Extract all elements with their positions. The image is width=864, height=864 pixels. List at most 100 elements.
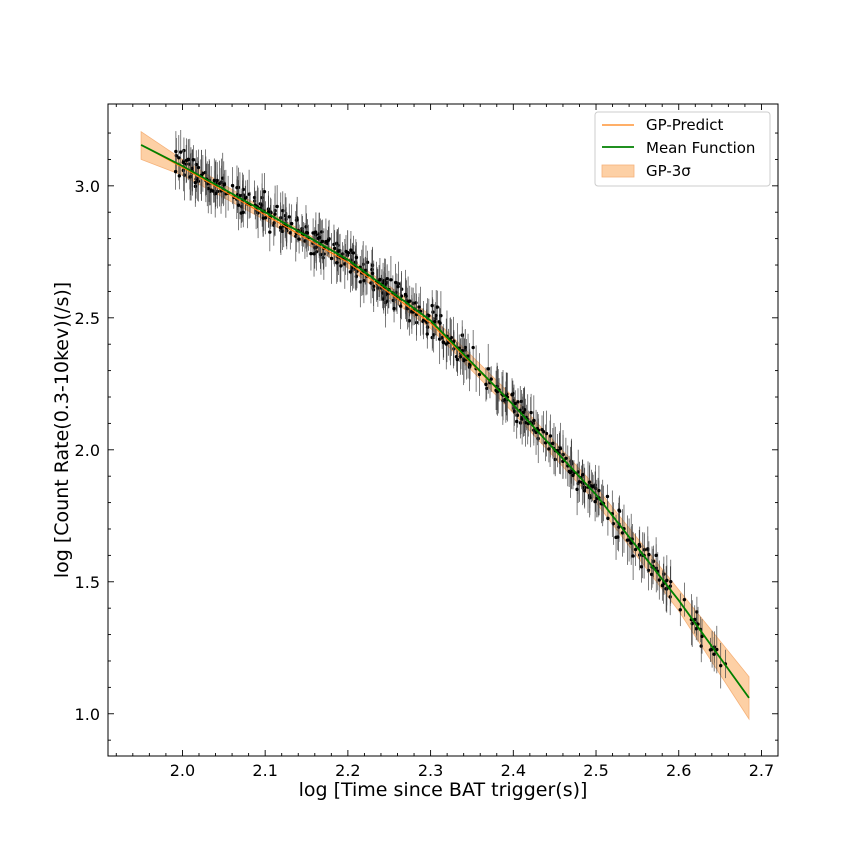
data-point bbox=[520, 393, 524, 445]
data-point bbox=[370, 248, 375, 299]
data-marker bbox=[261, 216, 266, 220]
data-marker bbox=[191, 158, 196, 162]
data-marker bbox=[700, 634, 704, 639]
data-point bbox=[261, 199, 266, 237]
data-marker bbox=[365, 260, 370, 265]
legend-gp-3sigma-label: GP-3σ bbox=[646, 162, 691, 180]
x-tick-label: 2.1 bbox=[252, 761, 277, 780]
data-marker bbox=[241, 187, 245, 192]
data-marker bbox=[580, 473, 585, 477]
data-point bbox=[712, 637, 716, 672]
data-marker bbox=[314, 250, 319, 254]
data-point bbox=[625, 515, 630, 565]
data-marker bbox=[287, 215, 291, 219]
data-marker bbox=[577, 480, 582, 484]
data-point bbox=[639, 550, 644, 583]
data-point bbox=[430, 290, 434, 322]
data-marker bbox=[362, 279, 366, 283]
data-marker bbox=[177, 174, 182, 178]
data-marker bbox=[222, 182, 227, 187]
data-marker bbox=[396, 282, 401, 286]
data-marker bbox=[587, 480, 592, 484]
data-point bbox=[547, 435, 551, 463]
data-marker bbox=[719, 663, 723, 668]
data-marker bbox=[433, 319, 437, 324]
data-marker bbox=[682, 597, 687, 602]
data-marker bbox=[184, 162, 188, 166]
data-marker bbox=[625, 538, 630, 542]
data-point bbox=[719, 642, 723, 689]
y-tick-label: 1.5 bbox=[75, 573, 100, 592]
data-point bbox=[495, 378, 499, 405]
data-marker bbox=[629, 541, 633, 545]
data-marker bbox=[213, 191, 218, 196]
data-point bbox=[620, 509, 625, 557]
data-marker bbox=[392, 306, 396, 311]
y-tick-label: 1.0 bbox=[75, 705, 100, 724]
data-marker bbox=[173, 169, 178, 174]
data-marker bbox=[425, 332, 429, 336]
data-point bbox=[354, 242, 359, 273]
legend: GP-Predict Mean Function GP-3σ bbox=[594, 111, 771, 187]
data-point bbox=[593, 482, 597, 522]
data-point bbox=[564, 437, 568, 479]
data-point bbox=[540, 415, 544, 444]
data-marker bbox=[471, 345, 475, 350]
data-point bbox=[433, 304, 437, 340]
data-marker bbox=[660, 583, 665, 588]
data-point bbox=[191, 145, 196, 175]
data-marker bbox=[349, 248, 353, 252]
data-marker bbox=[174, 153, 179, 158]
x-tick-label: 2.2 bbox=[335, 761, 360, 780]
data-marker bbox=[669, 579, 673, 584]
data-marker bbox=[646, 568, 651, 572]
data-marker bbox=[631, 554, 635, 558]
x-tick-label: 2.3 bbox=[418, 761, 443, 780]
data-marker bbox=[523, 420, 528, 425]
data-point bbox=[435, 290, 439, 324]
legend-mean-function-label: Mean Function bbox=[646, 139, 755, 157]
data-marker bbox=[243, 196, 247, 200]
y-tick-label: 3.0 bbox=[75, 177, 100, 196]
data-marker bbox=[522, 408, 527, 412]
data-marker bbox=[455, 357, 460, 362]
data-marker bbox=[463, 345, 467, 350]
data-marker bbox=[288, 231, 292, 235]
data-marker bbox=[279, 226, 283, 230]
data-point bbox=[631, 531, 635, 580]
data-marker bbox=[370, 271, 375, 276]
data-marker bbox=[236, 203, 241, 207]
data-point bbox=[403, 269, 408, 320]
data-point bbox=[309, 236, 313, 271]
data-point bbox=[222, 170, 227, 199]
data-point bbox=[694, 617, 698, 641]
curve-layer bbox=[140, 144, 750, 699]
data-marker bbox=[593, 499, 597, 504]
data-point bbox=[326, 226, 331, 255]
data-point bbox=[580, 459, 585, 490]
data-point bbox=[312, 230, 316, 277]
data-point bbox=[515, 404, 519, 439]
data-marker bbox=[345, 250, 350, 255]
data-marker bbox=[647, 552, 651, 557]
data-point bbox=[193, 158, 197, 207]
data-marker bbox=[339, 264, 343, 268]
data-marker bbox=[335, 261, 339, 265]
data-point bbox=[173, 153, 178, 190]
data-marker bbox=[370, 267, 374, 272]
x-tick-label: 2.4 bbox=[501, 761, 526, 780]
data-point bbox=[329, 233, 334, 284]
data-point bbox=[177, 135, 181, 181]
data-marker bbox=[665, 578, 669, 583]
data-point bbox=[489, 366, 493, 392]
data-marker bbox=[354, 255, 359, 260]
data-marker bbox=[294, 234, 298, 238]
data-point bbox=[617, 497, 621, 523]
x-tick-label: 2.5 bbox=[583, 761, 608, 780]
data-point bbox=[408, 285, 412, 317]
data-marker bbox=[515, 419, 519, 424]
data-marker bbox=[336, 249, 341, 253]
data-marker bbox=[529, 410, 533, 415]
data-marker bbox=[516, 400, 520, 404]
data-marker bbox=[326, 238, 331, 243]
